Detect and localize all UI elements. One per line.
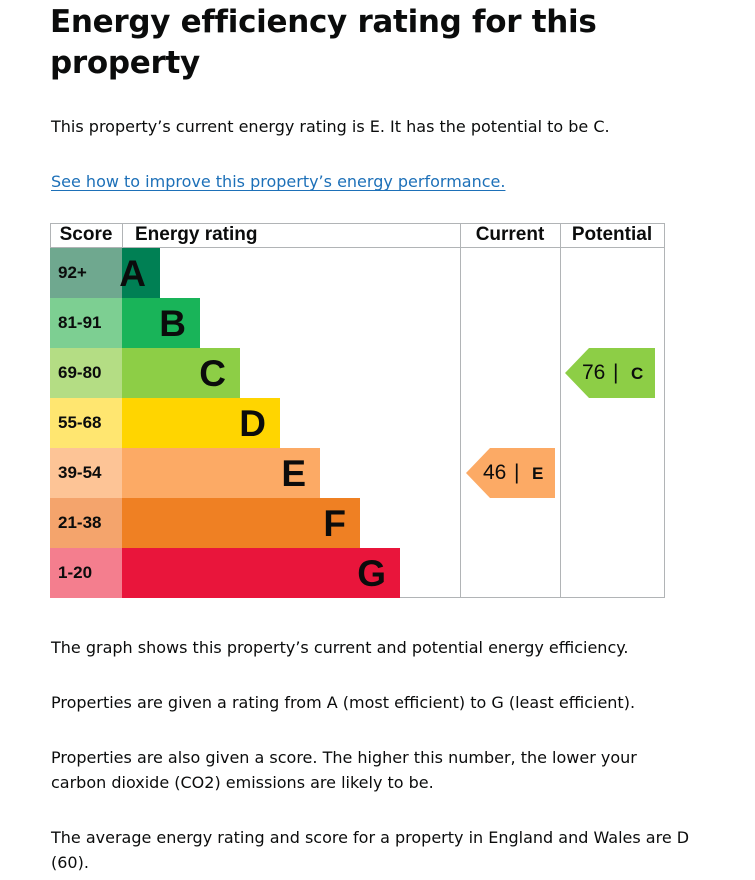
header-current: Current — [475, 224, 545, 245]
explanation-average: The average energy rating and score for … — [51, 828, 690, 872]
band-bar: F — [122, 498, 360, 548]
improve-performance-link[interactable]: See how to improve this property’s energ… — [51, 172, 506, 191]
potential-separator: | — [613, 361, 619, 384]
band-bar: D — [122, 398, 280, 448]
potential-rating-arrow: 76 | C — [565, 348, 655, 398]
potential-letter: C — [631, 364, 644, 383]
current-rating-arrow: 46 | E — [466, 448, 555, 498]
current-letter: E — [532, 464, 544, 483]
rating-summary: This property’s current energy rating is… — [51, 117, 610, 136]
header-energy-rating: Energy rating — [135, 224, 258, 245]
header-potential: Potential — [571, 224, 653, 245]
current-score: 46 — [483, 461, 507, 484]
rating-band: 21-38 F — [50, 498, 460, 548]
band-letter: F — [323, 503, 346, 544]
band-bar: B — [122, 298, 200, 348]
rating-band: 39-54 E — [50, 448, 460, 498]
rating-band: 92+ A — [50, 248, 460, 298]
explanation-rating-scale: Properties are given a rating from A (mo… — [51, 693, 636, 712]
page-title: Energy efficiency rating for this proper… — [50, 4, 597, 81]
rating-band: 69-80 C — [50, 348, 460, 398]
current-separator: | — [514, 461, 520, 484]
band-score-range: 39-54 — [50, 448, 122, 498]
rating-band: 55-68 D — [50, 398, 460, 448]
band-letter: B — [159, 303, 186, 344]
band-letter: E — [281, 453, 306, 494]
band-score-range: 21-38 — [50, 498, 122, 548]
band-score-range: 1-20 — [50, 548, 122, 598]
explanation-graph: The graph shows this property’s current … — [51, 638, 629, 657]
band-letter: D — [239, 403, 266, 444]
rating-band: 81-91 B — [50, 298, 460, 348]
band-bar: G — [122, 548, 400, 598]
explanation-score: Properties are also given a score. The h… — [51, 748, 637, 792]
header-score: Score — [59, 224, 113, 245]
band-score-range: 92+ — [50, 248, 122, 298]
band-bar: A — [119, 248, 160, 298]
band-score-range: 55-68 — [50, 398, 122, 448]
band-score-range: 69-80 — [50, 348, 122, 398]
band-letter: A — [119, 253, 146, 294]
potential-score: 76 — [582, 361, 606, 384]
band-bar: E — [122, 448, 320, 498]
band-letter: G — [357, 553, 386, 594]
band-bar: C — [122, 348, 240, 398]
band-letter: C — [199, 353, 226, 394]
energy-rating-chart: Score Energy rating Current Potential 92… — [50, 223, 665, 598]
rating-band: 1-20 G — [50, 548, 460, 598]
band-score-range: 81-91 — [50, 298, 122, 348]
